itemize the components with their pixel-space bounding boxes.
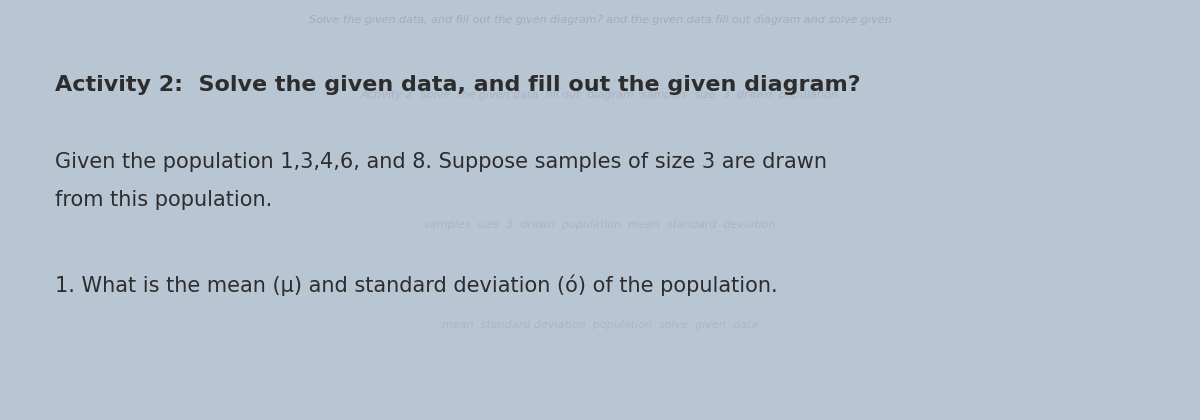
Text: Solve the given data, and fill out the given diagram? and the given data fill ou: Solve the given data, and fill out the g… <box>308 15 892 25</box>
Text: Activity 2  Solve  the given data  fill out  diagram  samples  size  3  drawn  p: Activity 2 Solve the given data fill out… <box>361 90 839 100</box>
Text: mean  standard deviation  population  solve  given  data: mean standard deviation population solve… <box>442 320 758 330</box>
Text: 1. What is the mean (μ) and standard deviation (ó) of the population.: 1. What is the mean (μ) and standard dev… <box>55 275 778 297</box>
Text: from this population.: from this population. <box>55 190 272 210</box>
Text: samples  size  3  drawn  population  mean  standard  deviation: samples size 3 drawn population mean sta… <box>425 220 775 230</box>
Text: Activity 2:  Solve the given data, and fill out the given diagram?: Activity 2: Solve the given data, and fi… <box>55 75 860 95</box>
Text: Given the population 1,3,4,6, and 8. Suppose samples of size 3 are drawn: Given the population 1,3,4,6, and 8. Sup… <box>55 152 827 172</box>
